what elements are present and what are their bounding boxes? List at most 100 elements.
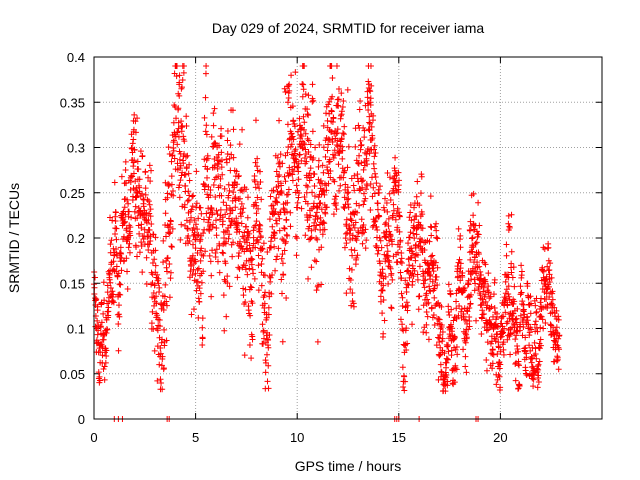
data-point [256,228,263,235]
data-point [385,280,392,287]
data-point [187,268,194,275]
data-point [472,280,479,287]
data-point [272,217,279,224]
data-point [352,143,359,150]
data-point [118,250,125,257]
data-point [531,321,538,328]
data-point [176,92,183,99]
data-point [285,191,292,198]
data-point [217,206,224,213]
data-point [505,226,512,233]
data-point [285,94,292,101]
data-point [199,315,206,322]
data-point [494,324,501,331]
data-point [296,115,303,122]
data-point [379,270,386,277]
data-point [367,88,374,95]
data-point [257,178,264,185]
data-point [344,190,351,197]
data-point [180,63,187,70]
data-point [314,236,321,243]
data-point [492,335,499,342]
data-point [284,199,291,206]
data-point [184,225,191,232]
data-point [336,187,343,194]
data-point [364,161,371,168]
data-point [517,312,524,319]
data-point [534,328,541,335]
data-point [163,302,170,309]
data-point [250,234,257,241]
data-point [225,215,232,222]
data-point [515,362,522,369]
data-point [480,288,487,295]
data-point [188,206,195,213]
data-point [220,199,227,206]
data-point [302,91,309,98]
data-point [491,335,498,342]
data-point [466,226,473,233]
data-point [243,223,250,230]
data-point [179,77,186,84]
data-point [221,276,228,283]
data-point [334,126,341,133]
data-point [366,119,373,126]
data-point [181,201,188,208]
data-point [372,217,379,224]
data-point [233,168,240,175]
data-point [274,188,281,195]
data-point [462,363,469,370]
data-point [184,152,191,159]
data-point [269,223,276,230]
data-point [319,162,326,169]
data-point [537,299,544,306]
data-point [167,269,174,276]
data-point [478,271,485,278]
data-point [546,279,553,286]
data-point [367,95,374,102]
data-point [333,130,340,137]
data-point [167,275,174,282]
data-point [535,379,542,386]
data-point [156,284,163,291]
data-point [423,290,430,297]
data-point [366,120,373,127]
data-point [433,234,440,241]
data-point [309,128,316,135]
data-point [320,219,327,226]
data-point [500,346,507,353]
data-point [357,97,364,104]
data-point [426,283,433,290]
data-point [104,326,111,333]
data-point [127,224,134,231]
data-point [445,342,452,349]
y-tick-label: 0.15 [60,276,85,291]
data-point [101,297,108,304]
data-point [344,184,351,191]
data-point [166,294,173,301]
data-point [430,268,437,275]
data-point [281,173,288,180]
data-point [300,81,307,88]
data-point [188,214,195,221]
data-point [415,306,422,313]
data-point [316,141,323,148]
data-point [333,206,340,213]
data-point [451,334,458,341]
data-point [555,316,562,323]
data-point [199,324,206,331]
data-point [292,146,299,153]
data-point [117,281,124,288]
data-point [386,174,393,181]
data-point [366,87,373,94]
data-point [305,148,312,155]
data-point [384,242,391,249]
axis-ticks: 0 0.05 0.1 0.15 0.2 0.25 0.3 0.35 0.4 0 5 10 15 20 [60,50,602,445]
data-point [246,265,253,272]
data-point [349,252,356,259]
data-point [356,152,363,159]
data-point [302,146,309,153]
data-point [216,269,223,276]
data-point [236,249,243,256]
data-point [482,261,489,268]
